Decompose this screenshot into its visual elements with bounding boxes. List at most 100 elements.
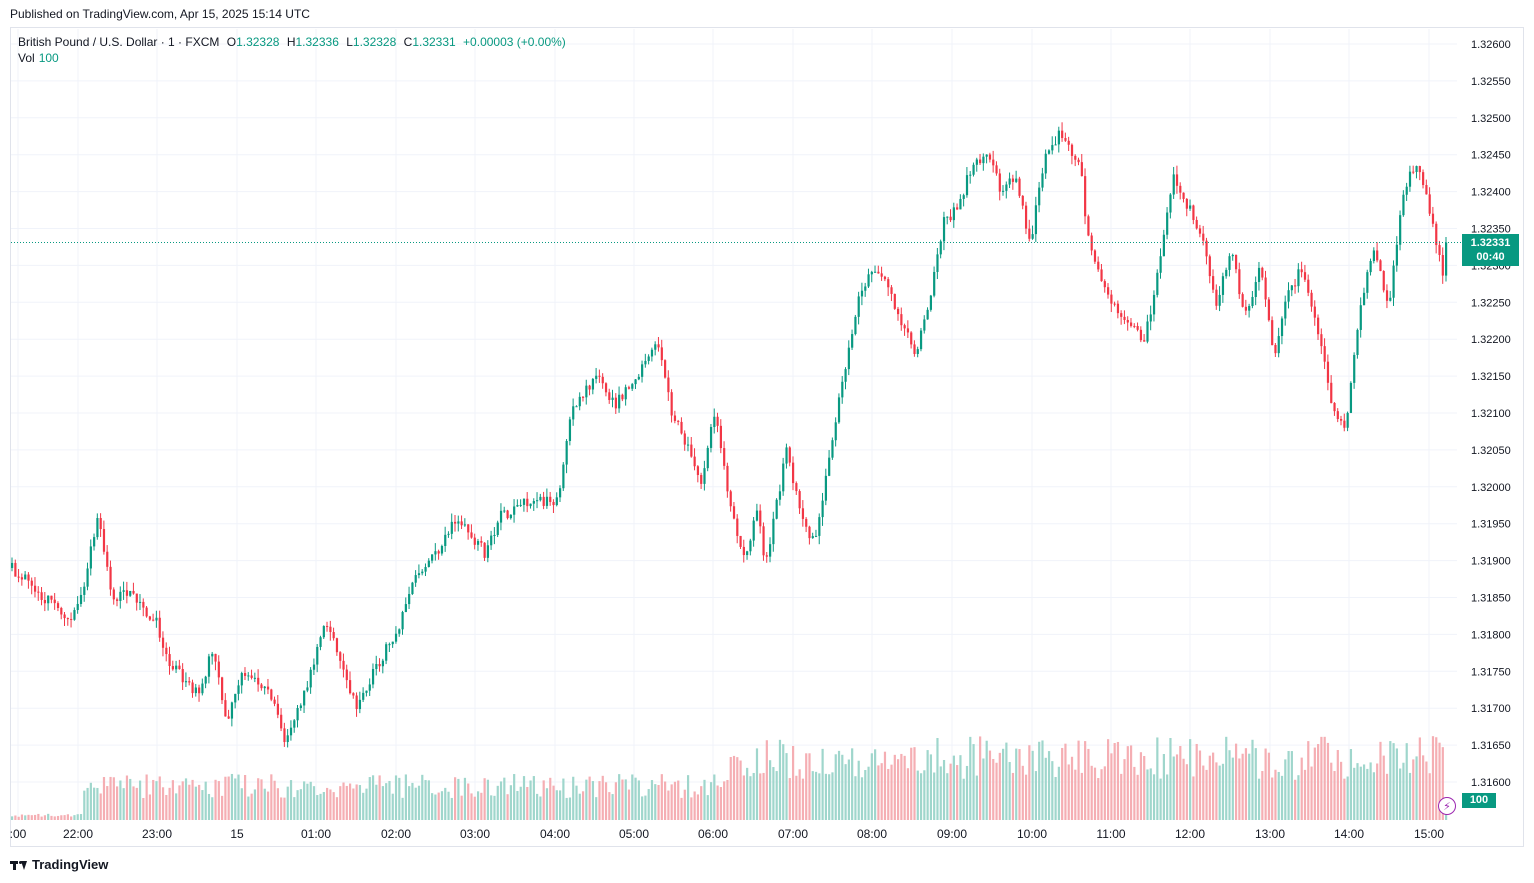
candle-body [979,159,982,164]
candle-body [293,720,296,728]
volume-bar [1008,762,1011,820]
symbol-name[interactable]: British Pound / U.S. Dollar · 1 · FXCM [18,35,220,49]
volume-bar [739,760,742,820]
volume-bar [1139,752,1143,820]
candle-body [916,349,919,354]
time-axis[interactable]: :00 22:00 23:00 15 01:00 02:00 03:00 04:00 05:00… [10,827,1445,841]
candle-body [365,690,368,693]
volume-bar [1330,762,1333,820]
volume-bar [742,775,745,820]
volume-bar [43,815,47,820]
candle-body [309,669,312,688]
candle-body [1126,319,1129,323]
candle-body [1356,329,1359,355]
time-tick-label: 05:00 [619,827,649,841]
candle-body [1343,420,1346,428]
volume-bar [775,771,778,820]
candle-body [63,614,66,619]
candle-body [385,644,388,661]
time-tick-label: 04:00 [540,827,570,841]
volume-bar [1431,736,1435,820]
volume-bar [280,797,283,820]
candle-body [565,440,568,465]
candle-body [342,660,345,670]
volume-bar [204,781,207,820]
volume-bar [329,789,332,820]
volume-bar [214,779,217,820]
time-tick-label: 10:00 [1017,827,1047,841]
price-axis[interactable]: 1.32600 1.32550 1.32500 1.32450 1.32400 1.323… [1471,39,1511,789]
candle-body [257,677,260,685]
symbol-legend: British Pound / U.S. Dollar · 1 · FXCM O… [18,35,566,49]
volume-bar [539,796,542,820]
candle-body [1294,285,1297,287]
candle-body [247,675,250,677]
candle-body [890,287,893,294]
volume-bar [746,767,749,820]
candle-body [929,295,933,310]
candle-body [1303,272,1307,280]
candle-body [329,626,332,633]
volume-bar [608,792,611,820]
volume-bar [253,789,257,820]
volume-bar [381,786,385,820]
candle-body [749,540,752,552]
volume-bar [47,813,50,820]
volume-bar [53,816,56,820]
candle-body [657,344,660,348]
candle-body [217,661,220,678]
vol-label[interactable]: Vol [18,51,35,65]
volume-bar [601,775,604,820]
lightning-icon[interactable]: ⚡ [1438,797,1456,815]
volume-bar [851,748,854,820]
volume-bar [808,753,811,820]
volume-bar [207,793,211,820]
volume-bar [1143,756,1146,820]
volume-bar [1346,776,1349,820]
volume-bar [949,763,952,820]
volume-bar [1425,761,1428,820]
volume-bar [188,784,191,820]
candle-body [867,274,870,287]
volume-bar [352,788,355,820]
volume-bar [1107,739,1110,820]
candle-body [841,381,844,398]
candle-body [791,462,795,484]
volume-bar [788,778,791,820]
volume-bar [247,796,250,820]
volume-bar [1353,767,1356,820]
candle-body [1166,212,1169,235]
candle-body [765,555,768,557]
candle-body [634,379,637,385]
volume-bar [1356,763,1359,820]
volume-bar [657,784,660,820]
candle-body [956,207,959,210]
candle-body [624,387,627,400]
volume-bar [988,750,992,820]
volume-bar [683,789,686,820]
candle-body [230,702,234,719]
candle-body [303,690,306,706]
candle-body [1333,402,1336,412]
candle-body [1051,145,1054,151]
candle-body [568,419,572,441]
tradingview-logo[interactable]: TradingView [10,857,108,872]
candle-body [782,463,785,492]
volume-bar [125,775,129,820]
candle-body [998,173,1001,192]
candle-body [1120,313,1123,317]
volume-bar [257,778,260,820]
candle-body [280,714,283,729]
volume-bars [11,736,1448,820]
volume-bar [263,788,266,820]
candle-body [440,545,444,554]
volume-bar [880,763,883,820]
candle-body [96,518,99,538]
candle-body [453,521,457,524]
volume-bar [667,790,670,820]
volume-bar [824,773,828,820]
candle-body [1330,382,1333,403]
candle-body [490,535,493,546]
candle-body [339,652,342,661]
